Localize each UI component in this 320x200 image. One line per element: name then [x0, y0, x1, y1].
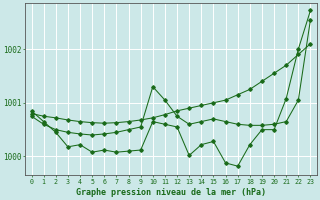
X-axis label: Graphe pression niveau de la mer (hPa): Graphe pression niveau de la mer (hPa)	[76, 188, 266, 197]
